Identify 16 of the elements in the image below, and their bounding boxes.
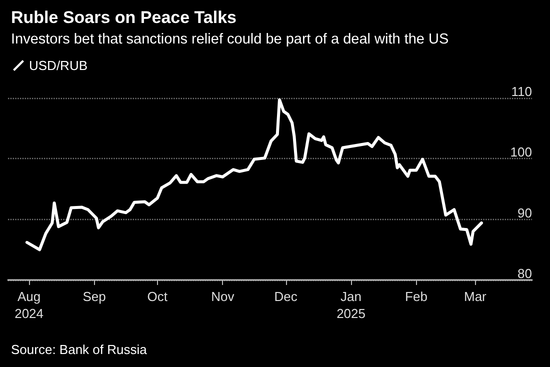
y-tick-label: 80 [518,266,532,281]
chart-title: Ruble Soars on Peace Talks [11,8,236,27]
y-tick-label: 110 [511,84,532,99]
chart-subtitle: Investors bet that sanctions relief could be part of a deal with the US [11,32,449,48]
legend-label: USD/RUB [29,58,88,73]
x-tick-label: Dec [274,289,298,304]
y-tick-label: 100 [510,144,532,160]
x-tick-label: Feb [405,289,428,304]
x-tick-label: Aug 2024 [14,289,44,321]
x-tick-label: Jan 2025 [336,289,366,321]
x-tick-label: Oct [147,289,168,304]
source-note: Source: Bank of Russia [11,342,148,357]
y-tick-label: 90 [518,205,532,220]
x-tick-label: Nov [211,289,235,304]
x-tick-label: Mar [464,289,488,304]
x-tick-label: Sep [82,289,106,304]
